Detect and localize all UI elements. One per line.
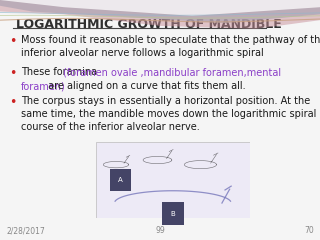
Text: Moss found it reasonable to speculate that the pathway of the
inferior alveolar : Moss found it reasonable to speculate th… (21, 35, 320, 58)
Text: (foramen ovale ,mandibular foramen,mental: (foramen ovale ,mandibular foramen,menta… (63, 67, 281, 77)
Text: 70: 70 (304, 226, 314, 235)
Text: The corpus stays in essentially a horizontal position. At the
same time, the man: The corpus stays in essentially a horizo… (21, 96, 316, 132)
Text: •: • (10, 67, 17, 80)
Text: LOGARITHMIC GROWTH OF MANDIBLE: LOGARITHMIC GROWTH OF MANDIBLE (16, 18, 282, 31)
Text: 2/28/2017: 2/28/2017 (6, 226, 45, 235)
Text: 99: 99 (155, 226, 165, 235)
Text: These foramina: These foramina (21, 67, 100, 77)
Polygon shape (0, 0, 320, 16)
Text: foramen): foramen) (21, 81, 66, 91)
Text: B: B (171, 211, 175, 217)
Text: •: • (10, 96, 17, 109)
Polygon shape (0, 0, 320, 29)
Text: A: A (118, 177, 123, 183)
FancyBboxPatch shape (96, 142, 250, 218)
Text: •: • (10, 35, 17, 48)
Polygon shape (0, 0, 320, 23)
Text: are aligned on a curve that fits them all.: are aligned on a curve that fits them al… (45, 81, 245, 91)
